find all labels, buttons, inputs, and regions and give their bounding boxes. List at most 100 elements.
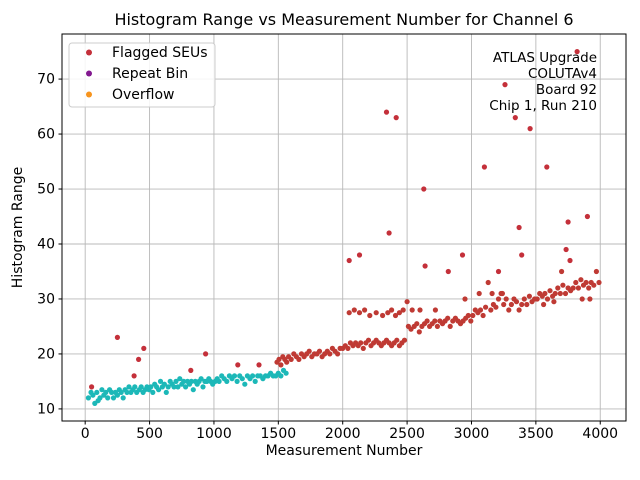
data-point-elevated-measurements [360, 345, 366, 351]
data-point-elevated-measurements [579, 296, 585, 302]
data-point-in-range-measurements [224, 378, 230, 384]
data-point-flagged-seus [544, 164, 550, 170]
data-point-in-range-measurements [231, 373, 238, 379]
data-point-flagged-seus [235, 362, 241, 368]
data-point-flagged-seus [574, 49, 580, 55]
data-point-elevated-measurements [551, 299, 557, 305]
data-point-elevated-measurements [544, 296, 551, 302]
data-point-elevated-measurements [432, 307, 438, 313]
data-point-elevated-measurements [465, 312, 471, 319]
data-point-elevated-measurements [477, 307, 484, 313]
data-point-elevated-measurements [483, 304, 489, 310]
y-tick-label: 10 [37, 401, 55, 417]
x-tick-label: 4000 [582, 426, 618, 442]
data-point-in-range-measurements [242, 381, 248, 387]
data-point-elevated-measurements [432, 318, 438, 324]
data-point-flagged-seus [495, 268, 502, 275]
data-point-flagged-seus [356, 252, 363, 258]
data-point-flagged-seus [481, 164, 487, 170]
y-tick-label: 20 [37, 346, 55, 362]
data-point-flagged-seus [203, 351, 209, 357]
data-point-elevated-measurements [373, 310, 379, 316]
dot-marker-icon [86, 70, 92, 77]
data-point-elevated-measurements [526, 293, 533, 299]
data-point-in-range-measurements [114, 392, 120, 398]
data-point-elevated-measurements [495, 296, 502, 302]
data-point-flagged-seus [502, 82, 508, 88]
data-point-in-range-measurements [150, 389, 156, 395]
data-point-elevated-measurements [506, 307, 512, 313]
data-point-elevated-measurements [358, 340, 364, 346]
data-point-elevated-measurements [356, 310, 363, 316]
data-point-in-range-measurements [90, 392, 96, 398]
x-tick-label: 1500 [261, 426, 297, 442]
data-point-elevated-measurements [392, 312, 399, 319]
data-point-in-range-measurements [216, 378, 222, 384]
plot-area-border [61, 33, 627, 422]
data-point-elevated-measurements [468, 318, 474, 324]
data-point-elevated-measurements [557, 290, 563, 297]
data-point-elevated-measurements [499, 290, 505, 297]
data-point-in-range-measurements [188, 378, 194, 384]
data-point-elevated-measurements [417, 307, 423, 313]
data-point-elevated-measurements [591, 282, 597, 288]
data-point-flagged-seus [584, 213, 591, 220]
data-point-flagged-seus [422, 263, 428, 269]
data-point-flagged-seus [386, 230, 392, 236]
data-point-in-range-measurements [173, 378, 179, 384]
data-point-elevated-measurements [470, 312, 476, 319]
data-point-flagged-seus [393, 115, 399, 121]
data-point-elevated-measurements [586, 285, 592, 291]
data-point-flagged-seus [567, 257, 573, 264]
data-point-flagged-seus [516, 224, 522, 231]
data-point-flagged-seus [563, 246, 569, 253]
data-point-elevated-measurements [552, 290, 558, 297]
axis-ticks [58, 78, 601, 425]
data-point-in-range-measurements [165, 384, 171, 390]
data-point-flagged-seus [512, 115, 518, 121]
data-point-elevated-measurements [593, 268, 600, 275]
data-point-elevated-measurements [278, 362, 284, 368]
data-point-flagged-seus [421, 186, 427, 192]
y-tick-label: 40 [37, 236, 55, 252]
data-point-in-range-measurements [234, 378, 240, 384]
annotation-line: COLUTAv4 [528, 66, 597, 82]
data-point-flagged-seus [256, 362, 262, 368]
data-point-in-range-measurements [171, 384, 177, 390]
data-point-elevated-measurements [351, 307, 357, 313]
data-point-flagged-seus [131, 373, 137, 379]
data-point-elevated-measurements [578, 277, 584, 283]
data-point-flagged-seus [519, 252, 525, 258]
data-point-elevated-measurements [503, 296, 509, 302]
data-point-in-range-measurements [156, 387, 162, 393]
data-point-in-range-measurements [181, 378, 187, 384]
data-point-in-range-measurements [97, 395, 103, 401]
data-point-elevated-measurements [306, 348, 312, 354]
data-point-elevated-measurements [335, 351, 341, 357]
data-point-elevated-measurements [570, 285, 576, 291]
legend-label: Flagged SEUs [112, 45, 208, 61]
data-point-elevated-measurements [385, 310, 391, 316]
x-tick-label: 3000 [454, 426, 490, 442]
data-point-in-range-measurements [157, 378, 164, 384]
data-point-elevated-measurements [501, 301, 507, 308]
data-point-elevated-measurements [541, 301, 547, 308]
x-tick-label: 1000 [196, 426, 232, 442]
data-point-flagged-seus [459, 252, 466, 258]
data-point-elevated-measurements [485, 279, 491, 286]
data-point-in-range-measurements [85, 395, 91, 401]
data-point-elevated-measurements [462, 296, 468, 302]
data-point-elevated-measurements [555, 285, 561, 291]
data-point-elevated-measurements [587, 296, 593, 302]
data-point-elevated-measurements [346, 310, 352, 316]
data-point-elevated-measurements [560, 282, 566, 288]
x-tick-label: 2000 [325, 426, 361, 442]
data-point-elevated-measurements [489, 290, 495, 297]
data-point-elevated-measurements [524, 301, 530, 308]
data-point-flagged-seus [527, 126, 533, 132]
y-tick-label: 30 [37, 291, 55, 307]
data-point-elevated-measurements [480, 312, 486, 319]
x-tick-label: 2500 [389, 426, 425, 442]
